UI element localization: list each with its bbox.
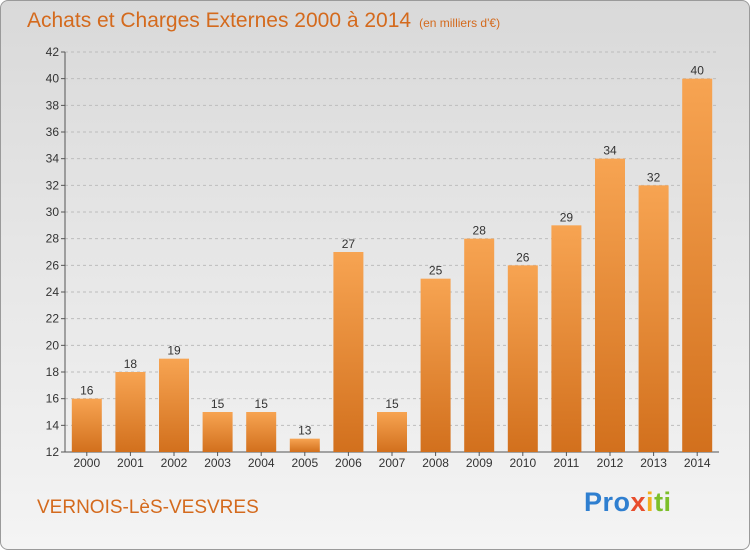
data-label: 27 (342, 237, 356, 251)
x-tick-label: 2006 (335, 456, 362, 470)
y-tick-label: 32 (46, 178, 60, 192)
y-tick-label: 20 (46, 338, 60, 352)
bar (202, 412, 233, 452)
y-tick-label: 28 (46, 232, 60, 246)
bar (638, 185, 669, 453)
bar (420, 278, 451, 452)
y-tick-label: 36 (46, 125, 60, 139)
x-tick-label: 2001 (117, 456, 144, 470)
bar (159, 358, 189, 452)
y-tick-label: 34 (46, 152, 60, 166)
logo-part-1: Pro (584, 487, 631, 517)
data-label: 25 (429, 264, 443, 278)
y-tick-label: 12 (46, 445, 60, 459)
commune-name: VERNOIS-LèS-VESVRES (37, 497, 259, 518)
x-tick-label: 2013 (640, 456, 667, 470)
y-tick-label: 16 (46, 392, 60, 406)
x-tick-label: 2011 (553, 456, 579, 470)
x-tick-label: 2010 (509, 456, 536, 470)
logo-part-2: x (630, 487, 647, 517)
x-tick-label: 2003 (204, 456, 231, 470)
y-tick-label: 42 (46, 45, 60, 59)
y-tick-label: 14 (46, 418, 60, 432)
labels: 12 14 16 18 20 22 24 26 28 30 32 34 36 38 40 42 16 2000 18… (46, 45, 711, 470)
x-tick-label: 2005 (291, 456, 318, 470)
chart-title-text: Achats et Charges Externes 2000 à 2014 (27, 9, 412, 32)
chart-unit: (en milliers d'€) (419, 16, 501, 30)
bar (377, 412, 407, 452)
y-tick-label: 38 (46, 98, 60, 112)
data-label: 29 (560, 210, 574, 224)
bar (115, 372, 146, 452)
data-label: 34 (603, 144, 617, 158)
bars (71, 78, 713, 453)
bar (507, 265, 538, 452)
x-tick-label: 2009 (466, 456, 493, 470)
x-tick-label: 2008 (422, 456, 449, 470)
x-tick-label: 2007 (379, 456, 406, 470)
bar (551, 225, 582, 452)
chart-title: Achats et Charges Externes 2000 à 2014 (e… (27, 9, 500, 33)
bar (333, 252, 364, 452)
data-label: 32 (647, 170, 661, 184)
bar (289, 438, 320, 452)
proxiti-logo: Proxiti (584, 487, 672, 518)
x-tick-label: 2002 (161, 456, 188, 470)
y-tick-label: 30 (46, 205, 60, 219)
logo-part-4: ti (654, 487, 672, 517)
data-label: 15 (211, 397, 225, 411)
data-label: 15 (385, 397, 399, 411)
data-label: 18 (124, 357, 138, 371)
data-label: 28 (473, 224, 487, 238)
x-tick-label: 2000 (73, 456, 100, 470)
bar (71, 398, 102, 452)
bar (682, 78, 713, 453)
data-label: 26 (516, 250, 530, 264)
x-tick-label: 2012 (597, 456, 624, 470)
bar (246, 412, 277, 452)
y-tick-label: 40 (46, 72, 60, 86)
y-tick-label: 18 (46, 365, 60, 379)
y-tick-label: 24 (46, 285, 60, 299)
data-label: 15 (255, 397, 269, 411)
data-label: 13 (298, 424, 312, 438)
x-tick-label: 2004 (248, 456, 275, 470)
x-tick-label: 2014 (684, 456, 711, 470)
bar (595, 158, 625, 452)
data-label: 19 (167, 344, 181, 358)
data-label: 40 (691, 64, 705, 78)
y-tick-label: 22 (46, 312, 60, 326)
y-tick-label: 26 (46, 258, 60, 272)
bar (464, 238, 495, 452)
logo-part-3: i (646, 487, 655, 517)
data-label: 16 (80, 384, 94, 398)
